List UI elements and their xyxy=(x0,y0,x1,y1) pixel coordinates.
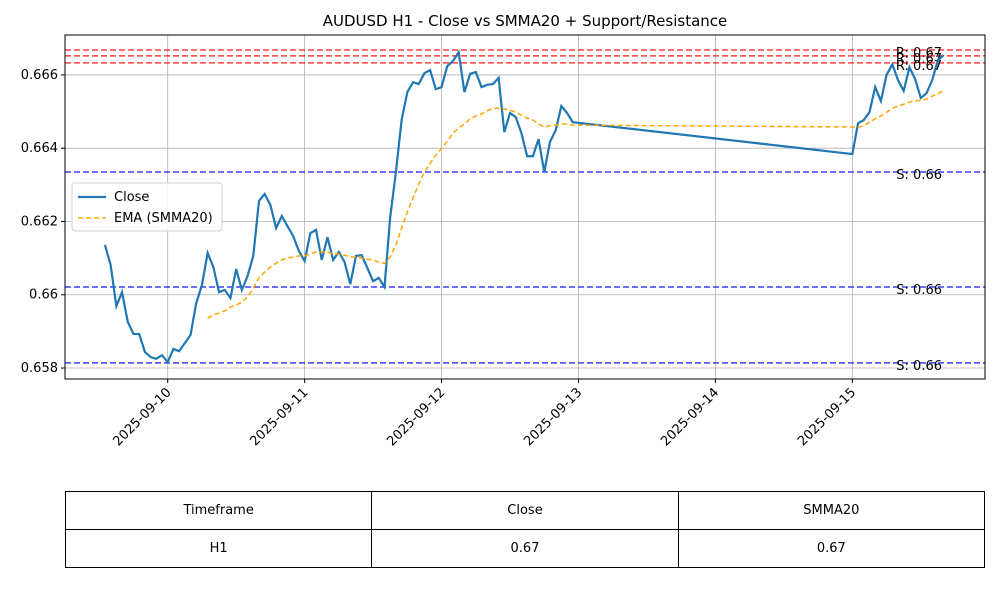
level-label: R: 0.67 xyxy=(896,46,942,61)
table-cell: 0.67 xyxy=(371,529,679,568)
y-tick-label: 0.662 xyxy=(21,214,58,229)
legend-box xyxy=(71,182,223,232)
table-cell: Timeframe xyxy=(64,491,373,530)
y-tick-label: 0.66 xyxy=(29,288,58,303)
x-tick-label: 2025-09-13 xyxy=(521,385,585,449)
level-label: S: 0.66 xyxy=(896,168,942,183)
chart: AUDUSD H1 - Close vs SMMA20 + Support/Re… xyxy=(21,12,986,449)
summary-table: Timeframe Close SMMA20 H1 0.67 0.67 xyxy=(64,491,986,568)
level-label: S: 0.66 xyxy=(896,359,942,374)
level-label: S: 0.66 xyxy=(896,283,942,298)
y-tick-label: 0.664 xyxy=(21,141,58,156)
x-tick-label: 2025-09-14 xyxy=(658,385,722,449)
y-tick-label: 0.658 xyxy=(21,361,58,376)
table-cell: H1 xyxy=(64,529,373,568)
y-tick-label: 0.666 xyxy=(21,68,58,83)
table-cell: Close xyxy=(371,491,679,530)
x-tick-label: 2025-09-11 xyxy=(247,385,311,449)
legend-label: Close xyxy=(114,190,149,205)
series-line xyxy=(103,49,945,365)
series-line xyxy=(207,89,945,319)
x-tick-label: 2025-09-12 xyxy=(384,385,448,449)
table-row: Timeframe Close SMMA20 xyxy=(64,491,986,530)
legend: Close EMA (SMMA20) xyxy=(71,182,223,232)
level-label: R: 0.67 xyxy=(896,59,942,74)
table-cell: SMMA20 xyxy=(677,491,986,530)
legend-label: EMA (SMMA20) xyxy=(114,211,213,226)
table-row: H1 0.67 0.67 xyxy=(64,529,986,568)
x-tick-label: 2025-09-10 xyxy=(110,385,174,449)
table-cell: 0.67 xyxy=(677,529,986,568)
x-tick-label: 2025-09-15 xyxy=(795,385,859,449)
plot-frame xyxy=(64,34,986,380)
chart-title: AUDUSD H1 - Close vs SMMA20 + Support/Re… xyxy=(323,12,728,30)
